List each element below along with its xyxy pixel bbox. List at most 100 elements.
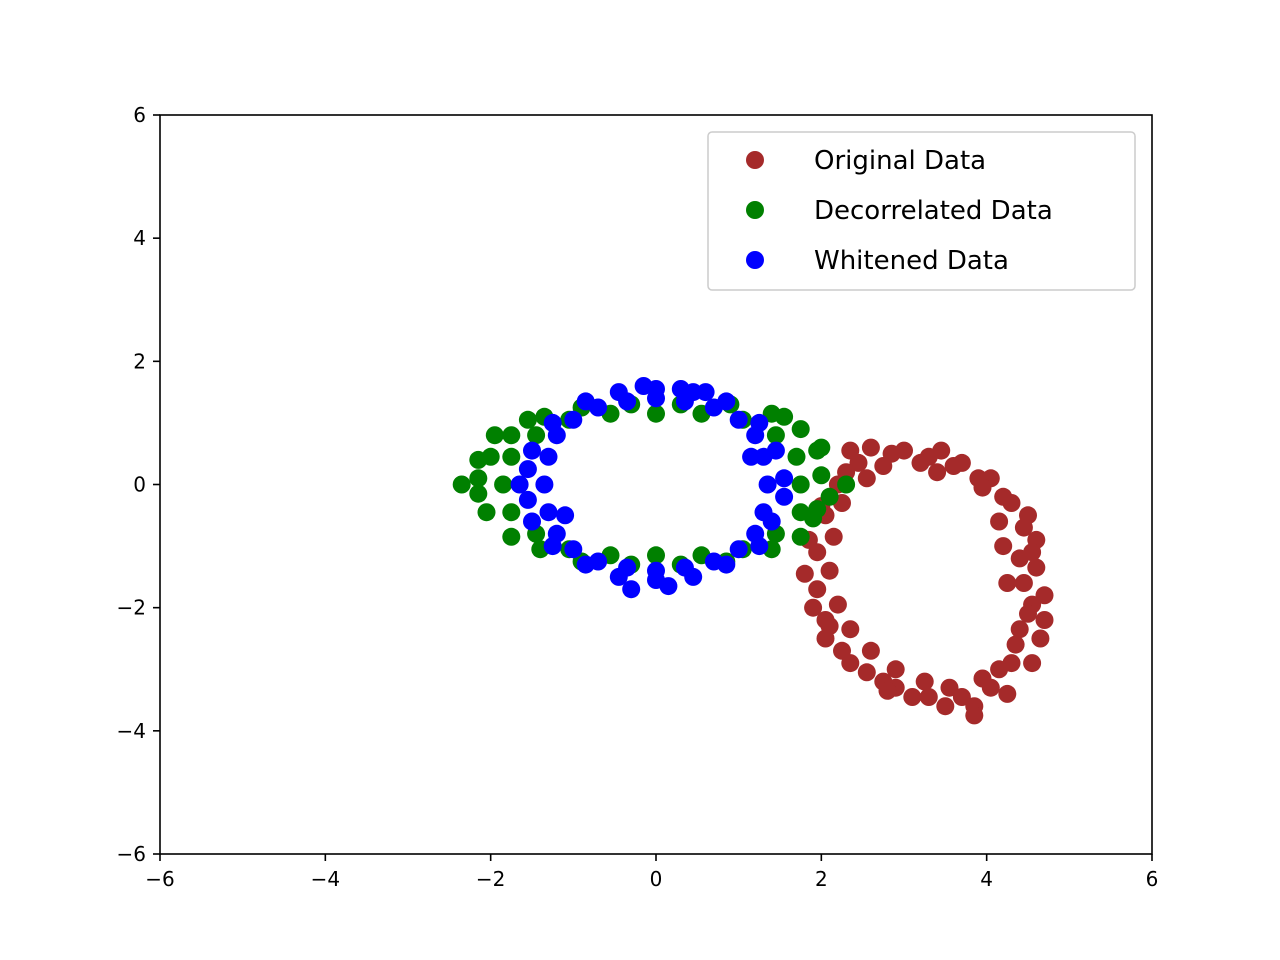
data-point xyxy=(990,512,1009,531)
data-point xyxy=(564,540,583,559)
data-point xyxy=(469,484,488,503)
data-point xyxy=(787,447,806,466)
y-tick-label: 0 xyxy=(133,473,146,497)
data-point xyxy=(940,678,959,697)
data-point xyxy=(874,457,893,475)
data-point xyxy=(998,684,1017,703)
data-point xyxy=(647,546,665,565)
data-point xyxy=(857,663,876,682)
data-point xyxy=(878,681,897,700)
data-point xyxy=(518,410,537,429)
data-point xyxy=(502,447,521,466)
points-layer xyxy=(452,377,1054,725)
data-point xyxy=(936,697,955,716)
data-point xyxy=(812,438,831,457)
data-point xyxy=(535,475,554,494)
data-point xyxy=(766,441,785,460)
data-point xyxy=(477,503,496,522)
data-point xyxy=(518,460,537,479)
data-point xyxy=(647,404,665,423)
data-point xyxy=(998,574,1017,592)
data-point xyxy=(1027,558,1046,577)
data-point xyxy=(973,478,992,497)
data-point xyxy=(919,688,938,706)
data-point xyxy=(556,506,575,525)
data-point xyxy=(791,527,810,546)
data-point xyxy=(452,475,471,494)
data-point xyxy=(820,487,839,506)
data-point xyxy=(861,438,880,457)
data-point xyxy=(973,669,992,688)
data-point xyxy=(911,453,930,472)
legend-label: Decorrelated Data xyxy=(814,196,1053,226)
data-point xyxy=(952,688,971,706)
y-tick-label: 4 xyxy=(133,226,146,250)
data-point xyxy=(804,598,823,617)
y-axis-ticks: −6 −4 −2 0 2 4 6 xyxy=(117,103,160,866)
x-tick-label: 0 xyxy=(650,867,663,891)
data-point xyxy=(928,463,947,482)
data-point xyxy=(494,475,513,494)
x-tick-label: 4 xyxy=(980,867,993,891)
data-point xyxy=(729,410,748,429)
data-point xyxy=(564,410,583,429)
data-point xyxy=(808,500,827,519)
data-point xyxy=(915,672,934,691)
legend-marker xyxy=(746,151,764,169)
data-point xyxy=(791,420,810,439)
data-point xyxy=(1023,654,1042,673)
data-point xyxy=(539,503,558,522)
data-point xyxy=(539,447,558,466)
data-point xyxy=(750,537,769,556)
x-tick-label: 6 xyxy=(1146,867,1159,891)
data-point xyxy=(886,660,905,679)
data-point xyxy=(469,469,488,488)
data-point xyxy=(837,463,856,482)
series-2-points xyxy=(510,377,794,599)
data-point xyxy=(576,392,595,411)
legend-label: Original Data xyxy=(814,146,986,176)
data-point xyxy=(543,413,562,432)
legend-box xyxy=(707,131,1136,291)
data-point xyxy=(659,577,678,596)
data-point xyxy=(965,706,984,725)
data-point xyxy=(502,503,521,522)
y-tick-label: 2 xyxy=(133,349,146,373)
data-point xyxy=(841,620,860,639)
data-point xyxy=(837,475,856,494)
data-point xyxy=(1014,574,1033,592)
data-point xyxy=(1019,604,1037,623)
data-point xyxy=(775,407,794,426)
x-axis-ticks: −6 −4 −2 0 2 4 6 xyxy=(145,854,1158,891)
data-point xyxy=(510,475,529,494)
data-point xyxy=(762,512,781,531)
x-tick-label: −6 xyxy=(145,867,174,891)
data-point xyxy=(750,413,769,432)
data-point xyxy=(502,426,521,445)
data-point xyxy=(742,447,761,466)
data-point xyxy=(903,688,922,706)
data-point xyxy=(518,490,537,509)
y-tick-label: −6 xyxy=(117,842,146,866)
data-point xyxy=(622,580,641,599)
legend-marker xyxy=(746,251,764,269)
y-tick-label: −2 xyxy=(117,596,146,620)
data-point xyxy=(791,475,810,494)
data-point xyxy=(696,383,715,402)
data-point xyxy=(990,660,1009,679)
data-point xyxy=(841,441,860,460)
data-point xyxy=(775,487,794,506)
data-point xyxy=(1035,586,1054,605)
data-point xyxy=(808,580,827,599)
data-point xyxy=(543,537,562,556)
data-point xyxy=(684,567,703,586)
data-point xyxy=(994,537,1013,556)
data-point xyxy=(812,466,831,485)
data-point xyxy=(932,441,951,460)
data-point xyxy=(841,654,860,673)
data-point xyxy=(1031,629,1050,648)
x-tick-label: −2 xyxy=(476,867,505,891)
data-point xyxy=(523,512,541,531)
data-point xyxy=(527,426,546,445)
